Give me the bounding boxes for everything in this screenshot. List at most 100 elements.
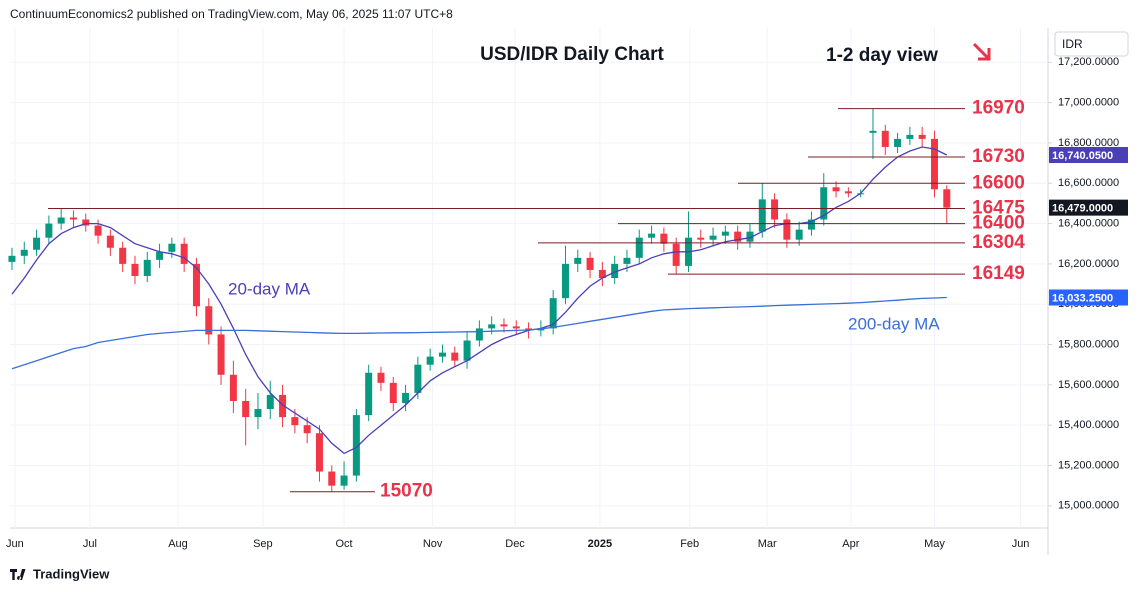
candle-body [894,138,902,147]
candle-body [438,352,446,357]
candle-body [758,199,766,232]
y-tick-label: 17,000.0000 [1058,97,1119,109]
candle-body [918,134,926,139]
candle-body [549,298,557,329]
candle-body [82,219,90,226]
x-tick-label: Aug [168,538,188,550]
candle-body [242,400,250,418]
candle-body [131,263,139,276]
candle-body [69,217,77,220]
x-tick-label: Jun [1012,538,1030,550]
header: ContinuumEconomics2 published on Trading… [10,7,453,21]
level-label: 16400 [972,213,1025,234]
candle-body [328,471,336,486]
level-label: 16475 [972,197,1025,218]
x-tick-label: Oct [336,538,353,550]
candle-body [795,229,803,240]
candle-body [574,257,582,264]
level-label: 16149 [972,263,1025,284]
candle-body [266,394,274,410]
candle-body [820,187,828,220]
candle-body [229,374,237,401]
x-tick-label: Dec [505,538,525,550]
candle-body [623,257,631,264]
candle-body [340,475,348,486]
candle-body [119,247,127,264]
candle-body [648,233,656,238]
candle-body [143,259,151,276]
y-tick-label: 16,800.0000 [1058,137,1119,149]
last-value-label: 16,033.2500 [1052,292,1113,304]
candle-body [365,372,373,416]
level-label: 16600 [972,172,1025,193]
x-tick-label: Feb [680,538,699,550]
candle-body [672,243,680,266]
y-tick-label: 16,600.0000 [1058,177,1119,189]
last-value-label: 16,479.0000 [1052,203,1113,215]
candle-body [389,382,397,403]
x-tick-label: Jun [6,538,24,550]
candle-body [697,237,705,240]
candle-body [180,243,188,264]
candle-body [660,233,668,244]
candle-body [771,199,779,220]
candle-body [377,372,385,383]
x-tick-label: May [924,538,945,550]
x-tick-label: Mar [758,538,777,550]
tradingview-logo [10,569,26,581]
y-tick-label: 15,600.0000 [1058,379,1119,391]
candle-body [512,326,520,329]
y-tick-label: 16,400.0000 [1058,217,1119,229]
y-tick-label: 15,800.0000 [1058,338,1119,350]
x-tick-label: Jul [83,538,97,550]
moving-average [11,296,947,370]
candle-body [586,257,594,270]
y-tick-label: 15,200.0000 [1058,459,1119,471]
chart-title: USD/IDR Daily Chart [480,44,664,65]
candle-body [192,263,200,307]
candle-body [488,324,496,329]
candle-body [168,243,176,252]
candle-body [598,269,606,278]
last-value-label: 16,740.0500 [1052,150,1113,162]
level-label: 15070 [380,481,433,502]
candle-body [561,263,569,299]
level-label: 16970 [972,98,1025,119]
plot [8,108,965,493]
last-value-box [1049,289,1128,306]
candle-body [930,138,938,190]
y-tick-label: 16,200.0000 [1058,258,1119,270]
currency-box[interactable] [1054,31,1129,57]
x-tick-label: Sep [253,538,273,550]
candle-body [906,134,914,139]
y-tick-label: 17,200.0000 [1058,56,1119,68]
last-value-box [1049,199,1128,216]
down-arrow [972,42,991,61]
candle-body [881,130,889,147]
candle-body [106,235,114,248]
candle-body [426,356,434,365]
candle-body [734,231,742,242]
candle-body [611,263,619,278]
candle-body [352,415,360,476]
candle-body [57,217,65,224]
candle-body [8,255,16,262]
candle-body [783,219,791,240]
candle-body [217,334,225,375]
candle-body [746,231,754,242]
level-label: 16730 [972,146,1025,167]
candle-body [33,237,41,250]
candle-body [20,249,28,256]
y-tick-label: 15,000.0000 [1058,500,1119,512]
x-tick-label: Nov [423,538,443,550]
candle-body [156,251,164,260]
last-value-box [1049,147,1128,164]
candle-body [832,187,840,192]
level-label: 16304 [972,232,1025,253]
legend-label: 20-day MA [228,279,311,298]
candle-body [475,328,483,341]
currency: IDR [1062,37,1083,51]
candle-body [205,306,213,335]
